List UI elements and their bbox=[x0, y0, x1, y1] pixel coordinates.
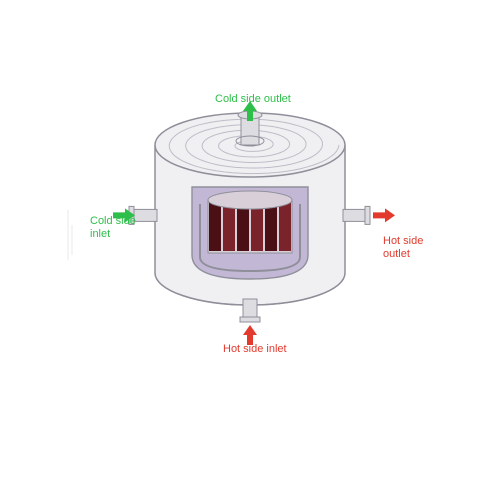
hot-inlet-nozzle bbox=[243, 299, 257, 319]
hot-side-outlet-label: Hot side outlet bbox=[383, 235, 423, 261]
hot-outlet-nozzle bbox=[343, 209, 367, 221]
cold-side-inlet-label: Cold side inlet bbox=[90, 215, 136, 241]
cold-side-outlet-label: Cold side outlet bbox=[215, 93, 291, 106]
diagram-container: Cold side outlet Cold side inlet Hot sid… bbox=[0, 0, 500, 500]
cold-inlet-nozzle bbox=[133, 209, 157, 221]
hot-side-inlet-label: Hot side inlet bbox=[223, 343, 287, 356]
heat-exchanger-diagram bbox=[0, 0, 500, 500]
hot-outlet-arrow-icon bbox=[373, 208, 395, 222]
hot-inlet-arrow-icon bbox=[243, 325, 257, 345]
